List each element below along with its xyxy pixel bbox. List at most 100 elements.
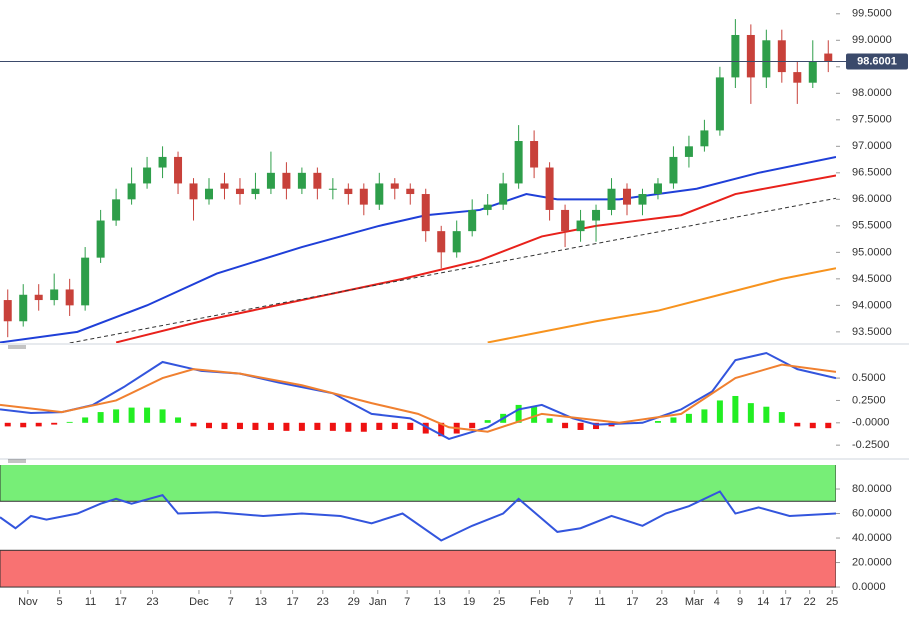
- candle-body: [700, 130, 709, 147]
- y-tick-label: 94.0000: [852, 299, 892, 311]
- candle-body: [530, 141, 539, 168]
- histogram-bar: [407, 422, 414, 430]
- rsi-zone: [0, 465, 836, 502]
- y-tick-label: 99.0000: [852, 34, 892, 46]
- indicator-line: [0, 351, 836, 440]
- indicator-line: [0, 490, 836, 542]
- indicator-line: [69, 197, 836, 343]
- candle-body: [499, 183, 508, 205]
- histogram-bar: [113, 409, 120, 423]
- histogram-bar: [20, 422, 27, 428]
- candle-body: [282, 172, 291, 189]
- y-tick-label: 94.5000: [852, 273, 892, 285]
- x-tick-label: 13: [255, 596, 267, 608]
- x-tick-label: 13: [434, 596, 446, 608]
- histogram-bar: [4, 422, 11, 427]
- histogram-bar: [360, 422, 367, 432]
- x-tick-label: 25: [493, 596, 505, 608]
- histogram-bar: [345, 422, 352, 432]
- x-tick-label: 25: [826, 596, 838, 608]
- candle-body: [220, 183, 229, 189]
- y-tick-label: 93.5000: [852, 326, 892, 338]
- histogram-bar: [236, 422, 243, 430]
- x-tick-label: 5: [57, 596, 63, 608]
- x-tick-label: Jan: [369, 596, 387, 608]
- resize-grip[interactable]: [8, 459, 26, 463]
- x-tick-label: Nov: [18, 596, 38, 608]
- x-tick-label: 17: [115, 596, 127, 608]
- y-tick-label: 0.2500: [852, 394, 886, 406]
- histogram-bar: [144, 407, 151, 423]
- x-tick-label: 4: [714, 596, 720, 608]
- candle-body: [684, 146, 693, 157]
- y-tick-label: 97.5000: [852, 114, 892, 126]
- y-tick-label: 95.5000: [852, 220, 892, 232]
- rsi-zone: [0, 549, 836, 588]
- candle-body: [561, 209, 570, 232]
- y-tick-label: -0.0000: [852, 417, 889, 429]
- histogram-bar: [469, 422, 476, 429]
- histogram-bar: [66, 421, 73, 423]
- candle-body: [112, 199, 121, 221]
- y-tick-label: 95.0000: [852, 246, 892, 258]
- histogram-bar: [577, 422, 584, 430]
- histogram-bar: [825, 422, 832, 429]
- candle-body: [514, 141, 523, 184]
- last-price-box: [846, 53, 908, 70]
- histogram-bar: [82, 417, 89, 423]
- histogram-bar: [51, 422, 58, 425]
- candle-body: [592, 209, 601, 221]
- candle-body: [731, 34, 740, 78]
- resize-grip[interactable]: [8, 345, 26, 349]
- candle-body: [623, 188, 631, 205]
- candle-body: [189, 183, 198, 200]
- candle-body: [421, 194, 430, 232]
- last-price-label: 98.6001: [857, 55, 897, 67]
- y-tick-label: -0.2500: [852, 439, 889, 451]
- x-tick-label: Dec: [189, 596, 209, 608]
- histogram-bar: [283, 422, 290, 431]
- candle-body: [205, 188, 213, 200]
- candle-body: [824, 53, 833, 62]
- candle-body: [65, 289, 74, 306]
- histogram-bar: [531, 406, 538, 423]
- candle-body: [34, 294, 43, 301]
- histogram-bar: [654, 421, 661, 423]
- histogram-bar: [716, 400, 723, 423]
- candle-body: [653, 183, 662, 195]
- x-tick-label: Feb: [530, 596, 549, 608]
- y-tick-label: 0.0000: [852, 581, 886, 593]
- histogram-bar: [484, 420, 491, 423]
- histogram-bar: [809, 422, 816, 429]
- x-tick-label: 19: [463, 596, 475, 608]
- histogram-bar: [670, 417, 677, 423]
- histogram-bar: [763, 406, 770, 423]
- histogram-bar: [422, 422, 429, 434]
- y-tick-label: 0.5000: [852, 372, 886, 384]
- candle-body: [3, 300, 12, 322]
- candle-body: [808, 61, 817, 83]
- candle-body: [793, 72, 802, 83]
- candle-body: [777, 40, 786, 73]
- histogram-bar: [701, 409, 708, 423]
- indicator-line: [487, 267, 836, 343]
- histogram-bar: [515, 404, 522, 423]
- histogram-bar: [190, 422, 197, 427]
- candle-body: [174, 156, 183, 184]
- y-tick-label: 97.0000: [852, 140, 892, 152]
- histogram-bar: [159, 409, 166, 423]
- y-tick-label: 20.0000: [852, 556, 892, 568]
- histogram-bar: [376, 422, 383, 430]
- x-tick-label: 7: [404, 596, 410, 608]
- x-tick-label: 9: [737, 596, 743, 608]
- candle-body: [158, 156, 167, 168]
- x-tick-label: 23: [656, 596, 668, 608]
- histogram-bar: [128, 407, 135, 423]
- histogram-bar: [267, 422, 274, 430]
- x-tick-label: 23: [146, 596, 158, 608]
- histogram-bar: [314, 422, 321, 430]
- x-tick-label: 7: [567, 596, 573, 608]
- candle-body: [468, 209, 477, 232]
- candle-body: [127, 183, 136, 200]
